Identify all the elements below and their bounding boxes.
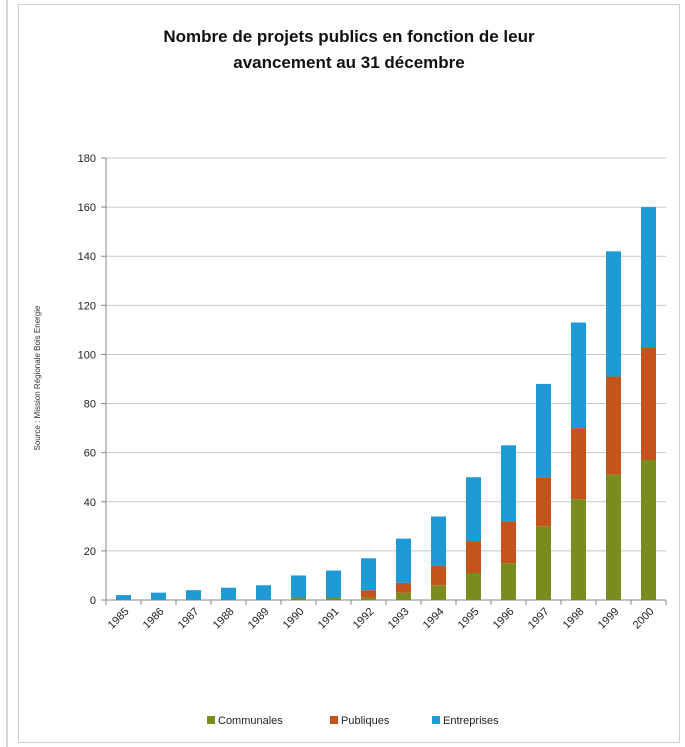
legend-swatch-publiques — [330, 716, 338, 724]
bar-communales-1992 — [361, 597, 376, 600]
legend-label-publiques: Publiques — [341, 715, 390, 727]
bar-entreprises-1987 — [186, 590, 201, 600]
bar-publiques-1999 — [606, 376, 621, 475]
x-tick-label: 1997 — [526, 606, 552, 632]
bar-publiques-2000 — [641, 347, 656, 461]
bar-communales-1996 — [501, 563, 516, 600]
bar-communales-2000 — [641, 460, 656, 600]
bar-entreprises-1988 — [221, 587, 236, 600]
y-tick-label: 20 — [84, 546, 96, 558]
bar-entreprises-1986 — [151, 592, 166, 600]
bar-publiques-1997 — [536, 477, 551, 527]
bar-entreprises-1993 — [396, 538, 411, 583]
x-tick-label: 1999 — [596, 606, 622, 632]
y-axis-ticks: 0 20 40 60 80 100 120 140 160 180 — [78, 153, 106, 607]
y-tick-label: 60 — [84, 448, 96, 460]
x-tick-label: 1993 — [386, 606, 412, 632]
legend: Communales Publiques Entreprises — [207, 715, 499, 727]
x-tick-label: 1987 — [176, 606, 202, 632]
y-tick-label: 100 — [78, 349, 96, 361]
window-edge — [6, 0, 8, 747]
bar-communales-1994 — [431, 585, 446, 600]
y-tick-label: 180 — [78, 153, 96, 165]
bar-entreprises-2000 — [641, 207, 656, 348]
bar-communales-1990 — [291, 597, 306, 600]
bar-entreprises-1994 — [431, 516, 446, 566]
chart-title-line1: Nombre de projets publics en fonction de… — [163, 27, 535, 46]
bar-publiques-1992 — [361, 590, 376, 598]
x-tick-label: 1998 — [561, 606, 587, 632]
bar-publiques-1996 — [501, 521, 516, 564]
source-note: Source : Mission Régionale Bois Energie — [33, 305, 42, 451]
bar-publiques-1993 — [396, 582, 411, 593]
bar-entreprises-1991 — [326, 570, 341, 598]
legend-swatch-entreprises — [432, 716, 440, 724]
bar-communales-1991 — [326, 597, 341, 600]
legend-label-entreprises: Entreprises — [443, 715, 499, 727]
bar-entreprises-1985 — [116, 595, 131, 600]
bar-entreprises-1990 — [291, 575, 306, 598]
x-tick-label: 1990 — [281, 606, 307, 632]
y-tick-label: 120 — [78, 300, 96, 312]
x-tick-label: 1989 — [246, 606, 272, 632]
bar-entreprises-1996 — [501, 445, 516, 522]
bar-publiques-1994 — [431, 565, 446, 586]
x-tick-label: 1986 — [141, 606, 167, 632]
bar-communales-1993 — [396, 592, 411, 600]
chart-title-line2: avancement au 31 décembre — [233, 53, 465, 72]
x-tick-label: 1995 — [456, 606, 482, 632]
bar-publiques-1998 — [571, 428, 586, 500]
x-tick-label: 1994 — [421, 606, 447, 632]
bar-communales-1998 — [571, 499, 586, 600]
x-axis-ticks: 1985 1986 1987 1988 1989 1990 1991 1992 1993 1994… — [105, 600, 667, 632]
y-tick-label: 40 — [84, 497, 96, 509]
bar-entreprises-1997 — [536, 383, 551, 478]
bar-entreprises-1995 — [466, 477, 481, 542]
x-tick-label: 1985 — [106, 606, 132, 632]
bar-communales-1995 — [466, 572, 481, 600]
x-tick-label: 1988 — [211, 606, 237, 632]
y-tick-label: 80 — [84, 399, 96, 411]
chart-frame — [18, 4, 680, 743]
x-tick-label: 1991 — [316, 606, 342, 632]
x-tick-label: 1996 — [491, 606, 517, 632]
legend-swatch-communales — [207, 716, 215, 724]
bar-publiques-1995 — [466, 541, 481, 573]
legend-label-communales: Communales — [218, 715, 283, 727]
bar-entreprises-1992 — [361, 558, 376, 591]
bars — [116, 207, 656, 600]
y-tick-label: 0 — [90, 595, 96, 607]
bar-communales-1997 — [536, 526, 551, 600]
bar-entreprises-1989 — [256, 585, 271, 600]
bar-communales-1999 — [606, 474, 621, 600]
x-tick-label: 2000 — [631, 606, 657, 632]
bar-entreprises-1999 — [606, 251, 621, 377]
bar-entreprises-1998 — [571, 322, 586, 429]
y-tick-label: 160 — [78, 202, 96, 214]
x-tick-label: 1992 — [351, 606, 377, 632]
y-tick-label: 140 — [78, 251, 96, 263]
